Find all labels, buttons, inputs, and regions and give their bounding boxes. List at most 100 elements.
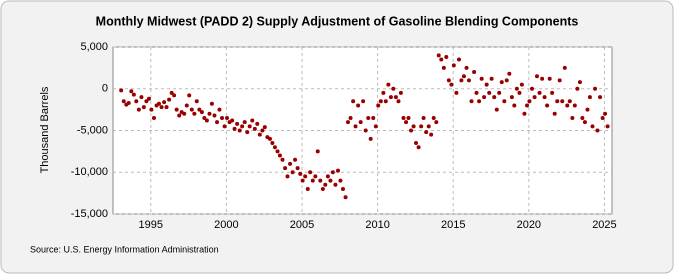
data-point bbox=[391, 86, 396, 91]
x-tick-label: 2025 bbox=[592, 219, 616, 231]
data-point bbox=[298, 171, 303, 176]
data-point bbox=[247, 124, 252, 129]
data-point bbox=[527, 99, 532, 104]
data-point bbox=[182, 111, 187, 116]
data-point bbox=[119, 88, 124, 93]
data-point bbox=[477, 99, 482, 104]
data-point bbox=[532, 95, 537, 100]
data-point bbox=[517, 90, 522, 95]
data-point bbox=[320, 186, 325, 191]
data-point bbox=[396, 99, 401, 104]
data-point bbox=[126, 100, 131, 105]
data-point bbox=[131, 92, 136, 97]
data-point bbox=[600, 115, 605, 120]
data-point bbox=[393, 95, 398, 100]
data-point bbox=[290, 170, 295, 175]
data-point bbox=[305, 186, 310, 191]
data-point bbox=[199, 110, 204, 115]
data-point bbox=[421, 115, 426, 120]
data-point bbox=[444, 55, 449, 60]
data-point bbox=[582, 120, 587, 125]
data-point bbox=[472, 70, 477, 75]
data-point bbox=[277, 153, 282, 158]
data-point bbox=[409, 128, 414, 133]
data-point bbox=[285, 174, 290, 179]
data-point bbox=[169, 90, 174, 95]
data-point bbox=[136, 107, 141, 112]
data-point bbox=[363, 128, 368, 133]
data-point bbox=[557, 78, 562, 83]
data-point bbox=[156, 101, 161, 106]
data-point bbox=[542, 95, 547, 100]
data-point bbox=[492, 95, 497, 100]
data-point bbox=[172, 93, 177, 98]
data-point bbox=[356, 103, 361, 108]
data-point bbox=[366, 115, 371, 120]
data-point bbox=[525, 103, 530, 108]
data-point bbox=[436, 53, 441, 58]
data-point bbox=[449, 82, 454, 87]
data-point bbox=[512, 103, 517, 108]
data-point bbox=[590, 124, 595, 129]
data-point bbox=[240, 124, 245, 129]
data-point bbox=[345, 120, 350, 125]
data-point bbox=[451, 63, 456, 68]
data-point bbox=[217, 107, 222, 112]
data-point bbox=[139, 95, 144, 100]
data-point bbox=[497, 90, 502, 95]
data-point bbox=[340, 186, 345, 191]
data-point bbox=[502, 99, 507, 104]
data-point bbox=[159, 105, 164, 110]
data-point bbox=[197, 107, 202, 112]
data-point bbox=[129, 89, 134, 94]
data-point bbox=[209, 101, 214, 106]
data-point bbox=[333, 182, 338, 187]
data-point bbox=[426, 124, 431, 129]
data-point bbox=[439, 57, 444, 62]
data-point bbox=[572, 103, 577, 108]
data-point bbox=[328, 178, 333, 183]
data-point bbox=[351, 99, 356, 104]
data-point bbox=[388, 95, 393, 100]
x-tick-label: 2005 bbox=[290, 219, 314, 231]
data-point bbox=[207, 111, 212, 116]
data-point bbox=[315, 149, 320, 154]
data-point bbox=[267, 136, 272, 141]
x-tick-label: 2010 bbox=[365, 219, 389, 231]
data-point bbox=[187, 93, 192, 98]
data-point bbox=[585, 107, 590, 112]
data-point bbox=[194, 99, 199, 104]
data-point bbox=[434, 120, 439, 125]
data-point bbox=[353, 124, 358, 129]
data-point bbox=[318, 178, 323, 183]
data-point bbox=[431, 115, 436, 120]
data-point bbox=[303, 174, 308, 179]
data-point bbox=[141, 105, 146, 110]
data-point bbox=[167, 97, 172, 102]
data-point bbox=[202, 115, 207, 120]
data-point bbox=[580, 115, 585, 120]
data-point bbox=[184, 103, 189, 108]
data-point bbox=[212, 113, 217, 118]
data-point bbox=[489, 76, 494, 81]
data-point bbox=[507, 71, 512, 76]
data-point bbox=[283, 166, 288, 171]
data-point bbox=[220, 115, 225, 120]
data-point bbox=[348, 115, 353, 120]
data-point bbox=[189, 107, 194, 112]
x-tick-label: 2015 bbox=[441, 219, 465, 231]
chart-title: Monthly Midwest (PADD 2) Supply Adjustme… bbox=[96, 14, 579, 28]
data-point bbox=[368, 136, 373, 141]
data-point bbox=[270, 141, 275, 146]
x-tick-label: 1995 bbox=[139, 219, 163, 231]
data-point bbox=[313, 174, 318, 179]
data-point bbox=[371, 115, 376, 120]
data-point bbox=[237, 128, 242, 133]
data-point bbox=[411, 124, 416, 129]
data-point bbox=[474, 90, 479, 95]
data-point bbox=[386, 82, 391, 87]
data-point bbox=[235, 121, 240, 126]
data-point bbox=[487, 90, 492, 95]
data-point bbox=[225, 115, 230, 120]
data-point bbox=[509, 95, 514, 100]
